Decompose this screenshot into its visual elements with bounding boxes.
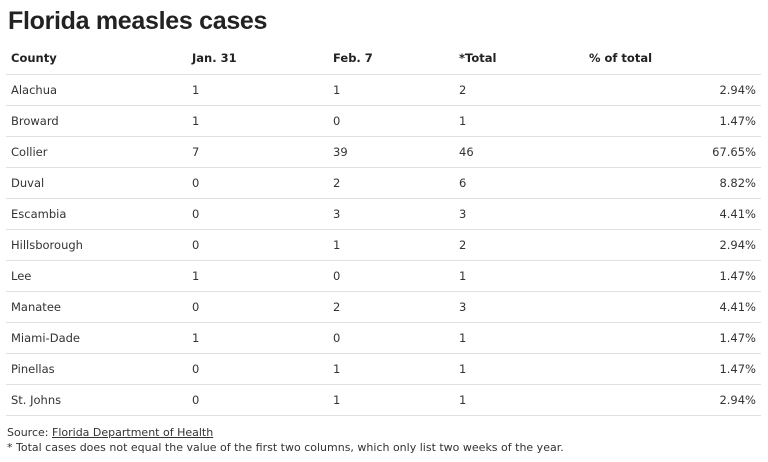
- table-header-row: County Jan. 31 Feb. 7 *Total % of total: [6, 42, 761, 75]
- cell-county: St. Johns: [6, 384, 187, 416]
- cell-jan-31: 7: [187, 136, 328, 168]
- cell-feb-7: 1: [328, 384, 454, 416]
- table-row: Escambia 0 3 3 4.41%: [6, 198, 761, 230]
- table-row: Duval 0 2 6 8.82%: [6, 167, 761, 199]
- source-label: Source:: [7, 426, 49, 439]
- cell-jan-31: 0: [187, 353, 328, 385]
- cell-total: 2: [454, 229, 584, 261]
- cell-total: 3: [454, 198, 584, 230]
- cell-feb-7: 0: [328, 260, 454, 292]
- cell-jan-31: 0: [187, 291, 328, 323]
- chart-title: Florida measles cases: [8, 7, 268, 35]
- cell-percent-of-total: 1.47%: [584, 322, 761, 354]
- cell-percent-of-total: 67.65%: [584, 136, 761, 168]
- table-row: St. Johns 0 1 1 2.94%: [6, 384, 761, 416]
- cell-jan-31: 0: [187, 167, 328, 199]
- cell-total: 1: [454, 384, 584, 416]
- table-row: Hillsborough 0 1 2 2.94%: [6, 229, 761, 261]
- cell-percent-of-total: 1.47%: [584, 260, 761, 292]
- cell-total: 3: [454, 291, 584, 323]
- cell-total: 1: [454, 353, 584, 385]
- cell-county: Miami-Dade: [6, 322, 187, 354]
- cell-percent-of-total: 1.47%: [584, 105, 761, 137]
- cell-jan-31: 1: [187, 105, 328, 137]
- table-row: Pinellas 0 1 1 1.47%: [6, 353, 761, 385]
- cell-county: Escambia: [6, 198, 187, 230]
- cell-total: 1: [454, 260, 584, 292]
- column-header-county: County: [6, 42, 187, 75]
- cell-percent-of-total: 1.47%: [584, 353, 761, 385]
- cell-percent-of-total: 4.41%: [584, 198, 761, 230]
- footnote: * Total cases does not equal the value o…: [7, 441, 564, 454]
- cell-jan-31: 0: [187, 229, 328, 261]
- cell-county: Manatee: [6, 291, 187, 323]
- cell-jan-31: 1: [187, 74, 328, 106]
- column-header-jan-31: Jan. 31: [187, 42, 328, 75]
- cell-total: 2: [454, 74, 584, 106]
- cell-county: Alachua: [6, 74, 187, 106]
- table-row: Collier 7 39 46 67.65%: [6, 136, 761, 168]
- cell-county: Pinellas: [6, 353, 187, 385]
- cell-feb-7: 1: [328, 229, 454, 261]
- measles-table: County Jan. 31 Feb. 7 *Total % of total …: [6, 42, 761, 416]
- cell-feb-7: 2: [328, 167, 454, 199]
- cell-feb-7: 1: [328, 74, 454, 106]
- source-line: Source: Florida Department of Health: [7, 425, 213, 440]
- cell-percent-of-total: 8.82%: [584, 167, 761, 199]
- cell-county: Lee: [6, 260, 187, 292]
- cell-total: 6: [454, 167, 584, 199]
- cell-county: Broward: [6, 105, 187, 137]
- cell-total: 1: [454, 105, 584, 137]
- cell-total: 46: [454, 136, 584, 168]
- cell-feb-7: 39: [328, 136, 454, 168]
- table-row: Manatee 0 2 3 4.41%: [6, 291, 761, 323]
- cell-jan-31: 1: [187, 322, 328, 354]
- table-row: Alachua 1 1 2 2.94%: [6, 74, 761, 106]
- column-header-percent-of-total: % of total: [584, 42, 761, 75]
- column-header-feb-7: Feb. 7: [328, 42, 454, 75]
- cell-county: Hillsborough: [6, 229, 187, 261]
- cell-feb-7: 1: [328, 353, 454, 385]
- cell-jan-31: 1: [187, 260, 328, 292]
- cell-feb-7: 2: [328, 291, 454, 323]
- cell-feb-7: 3: [328, 198, 454, 230]
- cell-feb-7: 0: [328, 105, 454, 137]
- column-header-total: *Total: [454, 42, 584, 75]
- table-body: Alachua 1 1 2 2.94% Broward 1 0 1 1.47% Collier 7 39…: [6, 74, 761, 416]
- cell-feb-7: 0: [328, 322, 454, 354]
- cell-county: Duval: [6, 167, 187, 199]
- table-row: Lee 1 0 1 1.47%: [6, 260, 761, 292]
- cell-percent-of-total: 2.94%: [584, 229, 761, 261]
- table-row: Broward 1 0 1 1.47%: [6, 105, 761, 137]
- source-link[interactable]: Florida Department of Health: [52, 426, 214, 439]
- cell-jan-31: 0: [187, 198, 328, 230]
- table-row: Miami-Dade 1 0 1 1.47%: [6, 322, 761, 354]
- cell-percent-of-total: 2.94%: [584, 74, 761, 106]
- cell-county: Collier: [6, 136, 187, 168]
- cell-total: 1: [454, 322, 584, 354]
- cell-percent-of-total: 4.41%: [584, 291, 761, 323]
- cell-percent-of-total: 2.94%: [584, 384, 761, 416]
- cell-jan-31: 0: [187, 384, 328, 416]
